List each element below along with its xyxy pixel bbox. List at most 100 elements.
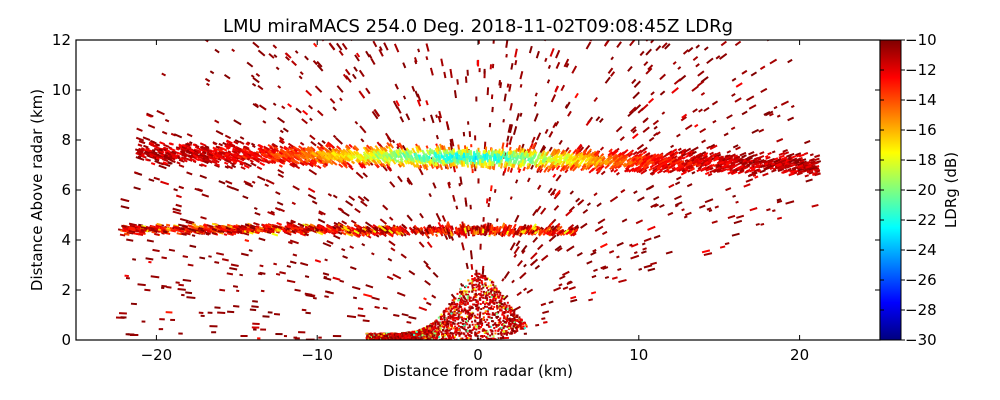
echo-mark (263, 147, 267, 151)
echo-mark (674, 204, 679, 208)
echo-mark (459, 176, 463, 185)
echo-mark (355, 150, 360, 155)
echo-mark (529, 152, 533, 157)
echo-mark (362, 151, 367, 156)
echo-mark (652, 156, 660, 162)
echo-mark (563, 58, 570, 68)
echo-mark (510, 62, 514, 70)
echo-mark (200, 163, 207, 168)
echo-mark (541, 146, 547, 152)
echo-mark (675, 176, 682, 181)
echo-mark (249, 308, 257, 312)
echo-mark (425, 145, 429, 149)
echo-mark (425, 163, 429, 168)
echo-mark (371, 159, 378, 165)
echo-mark (672, 61, 677, 66)
echo-mark (593, 162, 599, 168)
echo-mark (424, 232, 429, 237)
echo-mark (567, 155, 573, 162)
echo-mark (450, 154, 454, 159)
echo-mark (271, 150, 276, 154)
echo-mark (188, 220, 195, 224)
echo-mark (364, 149, 369, 154)
echo-mark (790, 169, 797, 174)
echo-mark (726, 150, 732, 154)
echo-mark (507, 166, 511, 172)
echo-mark (742, 161, 748, 166)
echo-mark (428, 149, 432, 154)
echo-mark (781, 157, 787, 161)
echo-mark (278, 164, 283, 168)
echo-mark (670, 144, 675, 149)
echo-mark (645, 184, 655, 191)
echo-mark (514, 60, 518, 66)
echo-mark (399, 116, 405, 123)
echo-mark (250, 162, 257, 167)
echo-mark (773, 105, 778, 110)
echo-mark (625, 168, 630, 173)
echo-mark (165, 223, 170, 227)
echo-mark (369, 146, 374, 151)
echo-mark (279, 271, 286, 275)
echo-mark (322, 242, 332, 248)
echo-mark (267, 153, 272, 157)
echo-mark (765, 156, 771, 160)
echo-mark (376, 160, 381, 165)
echo-mark (647, 267, 656, 272)
echo-mark (771, 168, 777, 173)
echo-mark (682, 49, 689, 55)
echo-mark (146, 112, 154, 118)
echo-mark (422, 157, 426, 163)
echo-mark (382, 162, 387, 168)
echo-mark (505, 151, 509, 158)
echo-mark (542, 310, 550, 315)
echo-mark (674, 181, 681, 186)
echo-mark (441, 215, 447, 222)
echo-mark (218, 142, 224, 147)
echo-mark (211, 160, 218, 165)
echo-mark (182, 255, 189, 259)
echo-mark (441, 227, 445, 232)
echo-mark (748, 104, 757, 110)
echo-mark (306, 145, 314, 152)
echo-mark (468, 309, 471, 312)
echo-mark (290, 158, 296, 164)
echo-mark (443, 71, 447, 79)
echo-mark (273, 158, 280, 163)
echo-mark (430, 163, 435, 169)
echo-mark (215, 145, 220, 150)
echo-mark (814, 166, 818, 170)
echo-mark (675, 201, 683, 207)
echo-mark (329, 98, 336, 104)
echo-mark (564, 104, 569, 109)
echo-mark (328, 43, 336, 51)
echo-mark (224, 165, 229, 169)
echo-mark (391, 158, 397, 165)
echo-mark (292, 145, 299, 151)
echo-mark (217, 157, 222, 162)
echo-mark (689, 155, 696, 160)
echo-mark (257, 272, 263, 276)
echo-mark (304, 153, 310, 159)
echo-mark (287, 241, 293, 245)
echo-mark (321, 160, 326, 165)
echo-mark (175, 146, 181, 150)
echo-mark (225, 180, 233, 185)
echo-mark (257, 84, 264, 91)
echo-mark (457, 160, 460, 164)
echo-mark (309, 227, 314, 231)
echo-mark (730, 126, 736, 131)
echo-mark (645, 152, 651, 157)
echo-mark (223, 233, 228, 236)
echo-mark (514, 214, 520, 223)
echo-mark (650, 157, 657, 162)
echo-mark (798, 160, 804, 164)
echo-mark (534, 264, 541, 270)
echo-mark (769, 166, 774, 170)
echo-mark (259, 264, 264, 268)
echo-mark (720, 168, 728, 173)
echo-mark (388, 167, 393, 172)
echo-mark (680, 151, 685, 156)
echo-mark (363, 293, 373, 298)
echo-mark (346, 162, 353, 168)
